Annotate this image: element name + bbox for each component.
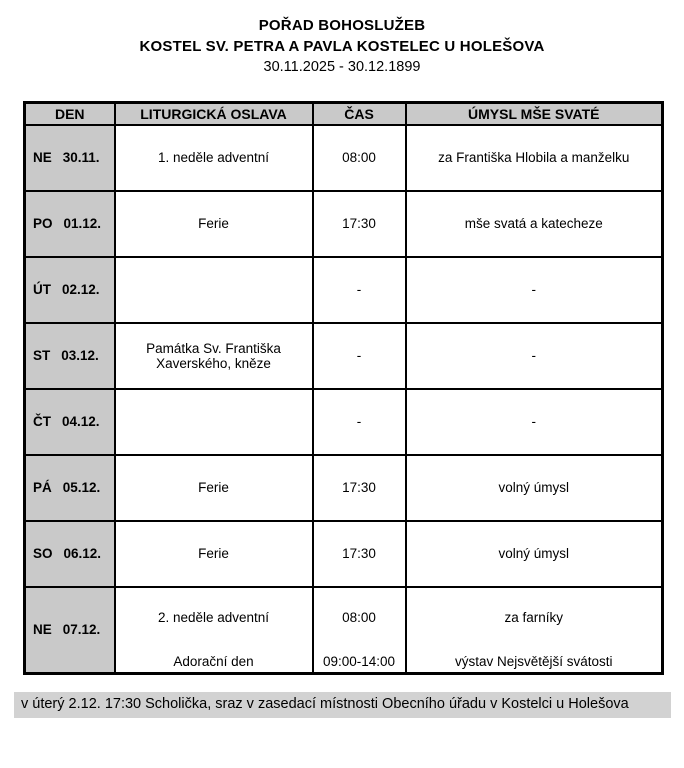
day-abbrev: PO bbox=[33, 216, 53, 231]
intention-cell: volný úmysl bbox=[404, 453, 664, 522]
time-cell: 17:30 bbox=[311, 189, 407, 258]
time-line1: 08:00 bbox=[342, 609, 376, 625]
time-cell: - bbox=[311, 387, 407, 456]
table-row: ÚT 02.12. - - bbox=[23, 255, 664, 324]
day-cell: ČT 04.12. bbox=[23, 387, 116, 456]
day-abbrev: ÚT bbox=[33, 282, 51, 297]
celebration-line1: 2. neděle adventní bbox=[157, 609, 270, 625]
celebration-cell bbox=[113, 255, 314, 324]
intention-line1: za farníky bbox=[504, 609, 564, 625]
day-cell: NE 07.12. bbox=[23, 585, 116, 674]
intention-cell: - bbox=[404, 255, 664, 324]
schedule-table: DEN LITURGICKÁ OSLAVA ČAS ÚMYSL MŠE SVAT… bbox=[23, 101, 664, 675]
day-abbrev: NE bbox=[33, 150, 52, 165]
celebration-line2: Adorační den bbox=[173, 653, 254, 669]
day-abbrev: NE bbox=[33, 622, 52, 637]
intention-line2: výstav Nejsvětější svátosti bbox=[454, 653, 613, 669]
intention-cell: mše svatá a katecheze bbox=[404, 189, 664, 258]
table-header-row: DEN LITURGICKÁ OSLAVA ČAS ÚMYSL MŠE SVAT… bbox=[23, 101, 664, 126]
table-row: NE 07.12. 2. neděle adventní Adorační de… bbox=[23, 585, 664, 674]
day-date: 05.12. bbox=[62, 480, 101, 495]
intention-cell: za farníky výstav Nejsvětější svátosti bbox=[404, 585, 664, 674]
day-date: 04.12. bbox=[62, 414, 100, 429]
title-block: POŘAD BOHOSLUŽEB KOSTEL SV. PETRA A PAVL… bbox=[0, 0, 684, 78]
church-name: KOSTEL SV. PETRA A PAVLA KOSTELEC U HOLE… bbox=[139, 38, 545, 55]
day-cell: PÁ 05.12. bbox=[23, 453, 116, 522]
page-title: POŘAD BOHOSLUŽEB bbox=[258, 17, 426, 34]
day-date: 07.12. bbox=[62, 622, 101, 637]
column-header-cas: ČAS bbox=[311, 101, 407, 126]
table-row: PO 01.12. Ferie 17:30 mše svatá a katech… bbox=[23, 189, 664, 258]
celebration-cell: Památka Sv. Františka Xaverského, kněze bbox=[113, 321, 314, 390]
footer-note: v úterý 2.12. 17:30 Scholička, sraz v za… bbox=[14, 691, 671, 718]
celebration-cell: Ferie bbox=[113, 189, 314, 258]
time-cell: 17:30 bbox=[311, 519, 407, 588]
intention-cell: volný úmysl bbox=[404, 519, 664, 588]
time-cell: 17:30 bbox=[311, 453, 407, 522]
intention-cell: za Františka Hlobila a manželku bbox=[404, 123, 664, 192]
day-abbrev: SO bbox=[33, 546, 53, 561]
day-date: 30.11. bbox=[62, 150, 100, 165]
column-header-umysl: ÚMYSL MŠE SVATÉ bbox=[404, 101, 664, 126]
table-row: SO 06.12. Ferie 17:30 volný úmysl bbox=[23, 519, 664, 588]
table-row: PÁ 05.12. Ferie 17:30 volný úmysl bbox=[23, 453, 664, 522]
intention-cell: - bbox=[404, 321, 664, 390]
column-header-liturgicka-oslava: LITURGICKÁ OSLAVA bbox=[113, 101, 314, 126]
day-abbrev: PÁ bbox=[33, 480, 52, 495]
day-date: 02.12. bbox=[62, 282, 100, 297]
table-row: NE 30.11. 1. neděle adventní 08:00 za Fr… bbox=[23, 123, 664, 192]
celebration-cell: Ferie bbox=[113, 453, 314, 522]
table-row: ST 03.12. Památka Sv. Františka Xaverské… bbox=[23, 321, 664, 390]
celebration-cell: 2. neděle adventní Adorační den bbox=[113, 585, 314, 674]
table-row: ČT 04.12. - - bbox=[23, 387, 664, 456]
day-cell: ÚT 02.12. bbox=[23, 255, 116, 324]
celebration-cell: 1. neděle adventní bbox=[113, 123, 314, 192]
day-date: 06.12. bbox=[63, 546, 102, 561]
intention-cell: - bbox=[404, 387, 664, 456]
day-cell: NE 30.11. bbox=[23, 123, 116, 192]
date-range: 30.11.2025 - 30.12.1899 bbox=[263, 59, 421, 75]
day-date: 01.12. bbox=[63, 216, 102, 231]
day-cell: ST 03.12. bbox=[23, 321, 116, 390]
celebration-cell: Ferie bbox=[113, 519, 314, 588]
day-cell: PO 01.12. bbox=[23, 189, 116, 258]
time-cell: - bbox=[311, 321, 407, 390]
day-abbrev: ST bbox=[33, 348, 51, 363]
time-line2: 09:00-14:00 bbox=[322, 653, 396, 669]
day-date: 03.12. bbox=[61, 348, 99, 363]
celebration-cell bbox=[113, 387, 314, 456]
time-cell: - bbox=[311, 255, 407, 324]
time-cell: 08:00 bbox=[311, 123, 407, 192]
time-cell: 08:00 09:00-14:00 bbox=[311, 585, 407, 674]
day-cell: SO 06.12. bbox=[23, 519, 116, 588]
day-abbrev: ČT bbox=[33, 414, 51, 429]
column-header-den: DEN bbox=[23, 101, 116, 126]
